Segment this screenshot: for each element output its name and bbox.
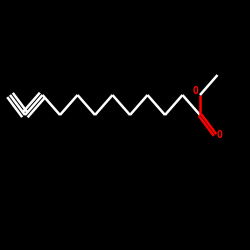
Text: O: O [193,86,199,96]
Text: O: O [216,130,222,140]
